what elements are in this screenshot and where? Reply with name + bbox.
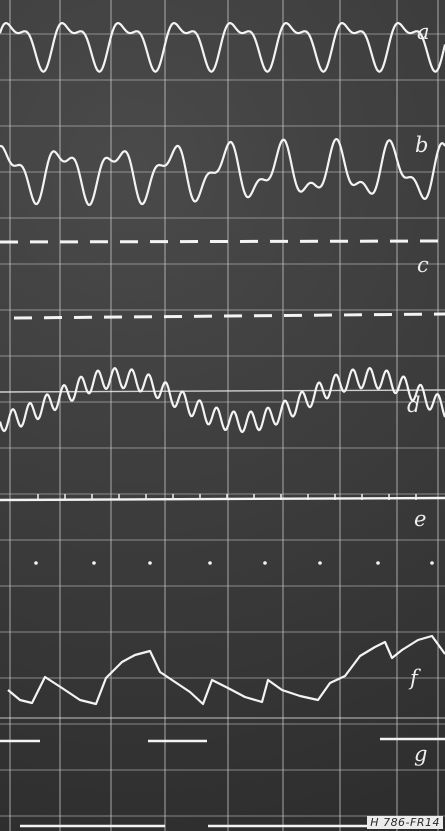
- trace-e-dot-1: [92, 561, 96, 565]
- trace-label-c: c: [417, 253, 429, 277]
- trace-e-dot-5: [318, 561, 322, 565]
- trace-e-dot-4: [263, 561, 267, 565]
- trace-e-dot-0: [34, 561, 38, 565]
- trace-d-baseline: [0, 389, 445, 393]
- trace-d: [0, 367, 445, 434]
- trace-label-e: e: [414, 507, 427, 531]
- trace-a: [0, 22, 445, 73]
- trace-label-g: g: [414, 742, 428, 766]
- trace-e-dot-2: [148, 561, 152, 565]
- trace-label-f: f: [410, 666, 418, 690]
- trace-f: [7, 634, 445, 706]
- trace-label-d: d: [407, 393, 421, 417]
- trace-e-line: [0, 496, 445, 502]
- trace-c-upper: [0, 239, 445, 244]
- trace-label-a: a: [417, 20, 430, 44]
- trace-label-b: b: [415, 133, 429, 157]
- trace-c-lower: [13, 312, 445, 320]
- trace-e-dot-6: [376, 561, 380, 565]
- trace-e-dot-7: [430, 561, 434, 565]
- plate-code: H 786-FR14: [367, 816, 443, 829]
- trace-e-dot-3: [208, 561, 212, 565]
- trace-b: [0, 138, 445, 207]
